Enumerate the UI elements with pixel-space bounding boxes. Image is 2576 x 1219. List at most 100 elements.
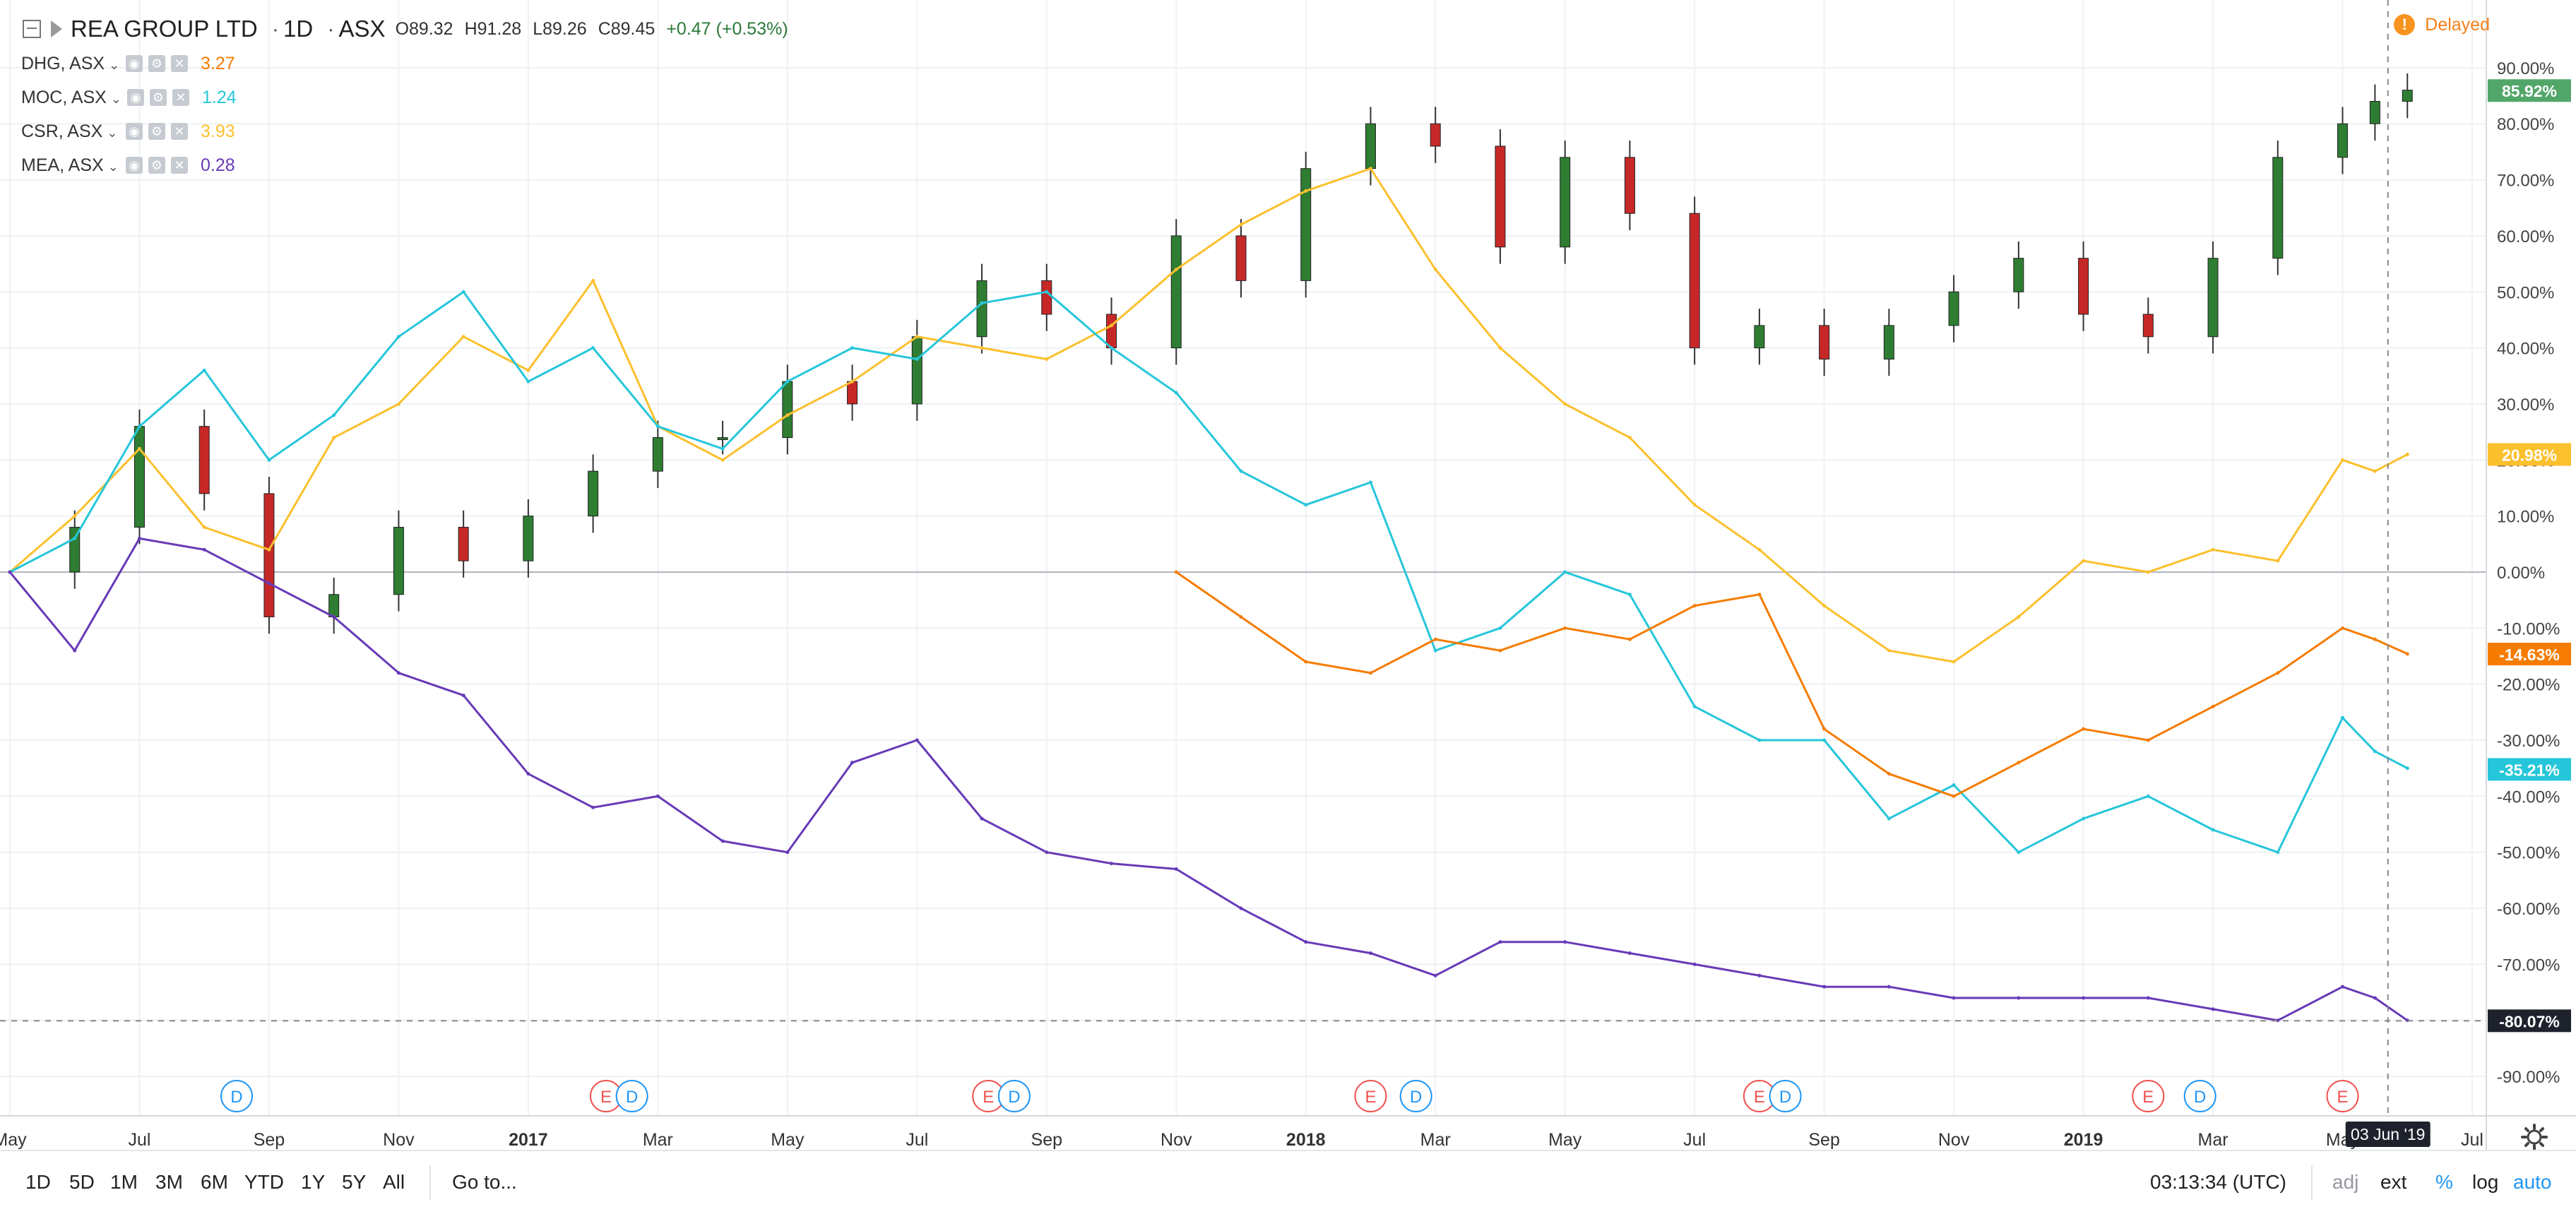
eye-icon[interactable]: ◉	[126, 89, 144, 106]
settings-gear-icon[interactable]	[2520, 1123, 2548, 1151]
range-button-all[interactable]: All	[383, 1171, 405, 1193]
utc-clock[interactable]: 03:13:34 (UTC)	[2150, 1171, 2286, 1193]
scale-option-adj[interactable]: adj	[2332, 1171, 2359, 1193]
crosshair-date-bg	[2345, 1122, 2430, 1147]
price-badge-bg	[2488, 758, 2571, 781]
candle-body	[911, 336, 922, 405]
settings-icon[interactable]: ⚙	[148, 157, 165, 174]
time-axis[interactable]: May Jul Sep Nov 2017 Mar May Jul Sep Nov 2018 Mar Ma…	[0, 1130, 2483, 1150]
series-point	[1887, 772, 1891, 776]
series-point	[396, 335, 400, 339]
series-point	[1692, 962, 1697, 966]
remove-icon[interactable]: ✕	[171, 157, 188, 174]
series-point	[1433, 648, 1437, 653]
flag-icon[interactable]	[51, 20, 62, 37]
series-point	[720, 839, 725, 843]
chevron-down-icon[interactable]: ⌄	[107, 125, 118, 140]
legend-row[interactable]: MOC, ASX ⌄ ◉ ⚙ ✕ 1.24	[8, 81, 788, 114]
event-letter: D	[1008, 1088, 1020, 1107]
event-letter: E	[1365, 1088, 1376, 1107]
series-point	[1822, 727, 1827, 731]
x-tick-label: Jul	[2461, 1130, 2483, 1150]
legend-symbol[interactable]: MEA, ASX ⌄	[21, 155, 119, 175]
chevron-down-icon[interactable]: ⌄	[107, 159, 119, 174]
earnings-marker	[2132, 1080, 2165, 1112]
series-point	[1757, 547, 1762, 552]
y-tick-label: -50.00%	[2497, 844, 2560, 863]
legend-symbol[interactable]: DHG, ASX ⌄	[21, 53, 120, 73]
legend-value: 3.27	[201, 53, 235, 73]
scale-option-ext[interactable]: ext	[2380, 1171, 2407, 1193]
range-button-1m[interactable]: 1M	[110, 1171, 138, 1193]
series-point	[2405, 652, 2409, 656]
chevron-down-icon[interactable]: ⌄	[110, 91, 121, 106]
series-point	[1952, 794, 1956, 798]
range-button-3m[interactable]: 3M	[155, 1171, 183, 1193]
series-point	[73, 648, 77, 653]
legend-row[interactable]: MEA, ASX ⌄ ◉ ⚙ ✕ 0.28	[8, 148, 788, 182]
bottom-toolbar: 1D 5D 1M 3M 6M YTD 1Y 5Y All Go to... 03:13:34 (…	[0, 1150, 2576, 1219]
series-point	[2146, 570, 2150, 574]
interval-label[interactable]: 1D	[283, 16, 314, 42]
range-button-1y[interactable]: 1Y	[301, 1171, 326, 1193]
series-point	[1045, 290, 1049, 294]
settings-icon[interactable]: ⚙	[149, 89, 167, 106]
scale-option-auto[interactable]: auto	[2513, 1171, 2552, 1193]
toolbar-divider	[2311, 1165, 2313, 1201]
legend-value: 3.93	[201, 121, 235, 141]
alert-icon: !	[2394, 14, 2416, 35]
candle-body	[198, 426, 210, 494]
series-point	[1304, 503, 1308, 507]
eye-icon[interactable]: ◉	[126, 123, 143, 140]
dividend-marker	[2183, 1080, 2216, 1112]
eye-icon[interactable]: ◉	[126, 157, 143, 174]
series-point	[591, 805, 595, 809]
series-point	[1110, 346, 1114, 350]
candle-body	[717, 437, 728, 441]
eye-icon[interactable]: ◉	[126, 55, 143, 72]
remove-icon[interactable]: ✕	[171, 55, 188, 72]
range-button-6m[interactable]: 6M	[201, 1171, 228, 1193]
legend-symbol[interactable]: CSR, ASX ⌄	[21, 121, 118, 141]
range-button-ytd[interactable]: YTD	[244, 1171, 284, 1193]
range-button-5y[interactable]: 5Y	[342, 1171, 367, 1193]
x-tick-label: Sep	[254, 1130, 285, 1150]
candle-body	[1819, 325, 1830, 359]
candle-body	[2078, 258, 2089, 315]
symbol-title[interactable]: REA GROUP LTD	[71, 16, 258, 42]
y-tick-label: -90.00%	[2497, 1068, 2560, 1087]
price-axis[interactable]: 90.00% 80.00% 70.00% 60.00% 50.00% 40.00% 30.0…	[2497, 59, 2560, 1087]
settings-icon[interactable]: ⚙	[148, 55, 165, 72]
series-point	[785, 850, 790, 855]
series-point	[1952, 783, 1956, 787]
settings-icon[interactable]: ⚙	[148, 123, 165, 140]
candle-body	[847, 381, 858, 405]
series-point	[1368, 167, 1372, 171]
range-button-1d[interactable]: 1D	[25, 1171, 51, 1193]
series-point	[2405, 766, 2409, 771]
x-tick-label: Jul	[906, 1130, 928, 1150]
scale-option-percent[interactable]: %	[2435, 1171, 2453, 1193]
x-tick-label: Mar	[2198, 1130, 2228, 1150]
range-button-5d[interactable]: 5D	[69, 1171, 95, 1193]
main-symbol-row: REA GROUP LTD · 1D · ASX O89.32 H91.28 L…	[8, 11, 788, 47]
delayed-indicator[interactable]: ! Delayed	[2394, 14, 2490, 35]
goto-button[interactable]: Go to...	[452, 1171, 517, 1193]
series-point	[202, 368, 206, 372]
scale-option-log[interactable]: log	[2472, 1171, 2499, 1193]
series-point	[1110, 323, 1114, 328]
collapse-legend-icon[interactable]	[23, 20, 41, 38]
remove-icon[interactable]: ✕	[171, 123, 188, 140]
legend-row[interactable]: DHG, ASX ⌄ ◉ ⚙ ✕ 3.27	[8, 47, 788, 81]
series-point	[980, 816, 984, 821]
remove-icon[interactable]: ✕	[172, 89, 189, 106]
crosshair-price-badge-bg	[2488, 1009, 2571, 1033]
candle-body	[976, 280, 987, 338]
series-point	[850, 761, 855, 765]
legend-row[interactable]: CSR, ASX ⌄ ◉ ⚙ ✕ 3.93	[8, 114, 788, 148]
chevron-down-icon[interactable]: ⌄	[109, 57, 120, 72]
y-tick-label: 10.00%	[2497, 508, 2554, 527]
legend-symbol[interactable]: MOC, ASX ⌄	[21, 87, 121, 107]
